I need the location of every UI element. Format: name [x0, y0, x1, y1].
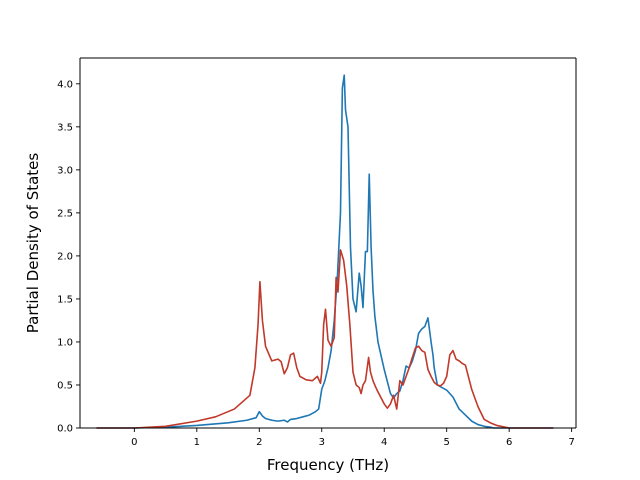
x-tick-label: 1	[194, 437, 200, 448]
y-tick-label: 0.0	[57, 424, 73, 435]
x-tick-label: 7	[568, 437, 574, 448]
series-layer	[96, 74, 554, 429]
plot-area: 0 1 2 3 4 5 6 7 0.0 0.5 1.0 1.5 2.0 2.5 3.0 3.5 4.0	[57, 57, 577, 448]
series-line-2	[96, 249, 554, 429]
x-tick-label: 3	[319, 437, 325, 448]
y-tick-label: 4.0	[57, 79, 73, 90]
plot-background	[80, 58, 576, 428]
y-tick-label: 2.0	[57, 252, 73, 263]
y-tick-label: 0.5	[57, 381, 73, 392]
y-axis-ticks: 0.0 0.5 1.0 1.5 2.0 2.5 3.0 3.5 4.0	[57, 79, 80, 435]
x-tick-label: 4	[381, 437, 387, 448]
x-axis-label: Frequency (THz)	[267, 456, 389, 474]
x-tick-label: 0	[131, 437, 137, 448]
axes-frame	[79, 57, 577, 429]
x-tick-label: 2	[256, 437, 262, 448]
x-tick-label: 5	[444, 437, 450, 448]
x-axis-ticks: 0 1 2 3 4 5 6 7	[131, 428, 575, 448]
y-tick-label: 1.0	[57, 338, 73, 349]
x-tick-label: 6	[506, 437, 512, 448]
y-tick-label: 3.5	[57, 122, 73, 133]
y-axis-label: Partial Density of States	[24, 153, 42, 334]
series-line-1	[96, 74, 554, 429]
y-tick-label: 3.0	[57, 165, 73, 176]
y-tick-label: 1.5	[57, 295, 73, 306]
y-tick-label: 2.5	[57, 208, 73, 219]
